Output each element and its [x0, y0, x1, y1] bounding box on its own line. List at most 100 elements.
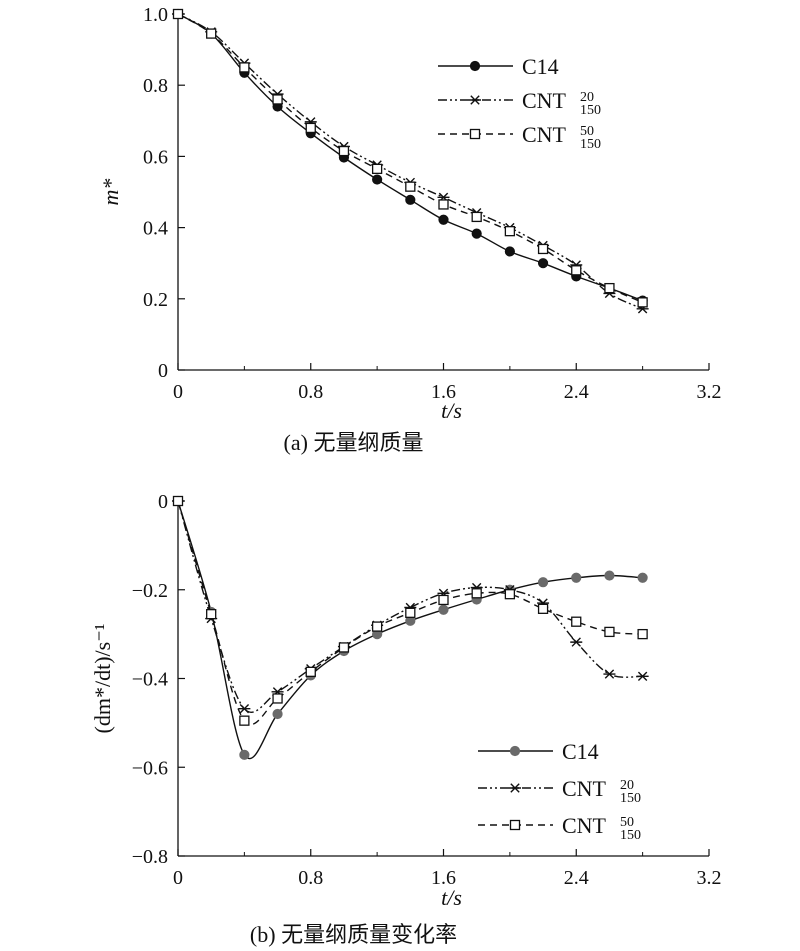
panel-1-x-tick-label: 3.2	[697, 867, 722, 889]
panel-0-y-tick-label: 0.4	[143, 218, 168, 240]
panel-0-legend-1-sub: 150	[580, 103, 601, 118]
series-legend2-point-0-marker	[509, 819, 521, 831]
panel-1-y-tick-label: −0.6	[132, 757, 168, 779]
series-2-point-12-marker	[571, 265, 582, 276]
series-2-point-3-marker	[272, 693, 283, 704]
panel-1-legend-1-label: CNT	[562, 776, 607, 801]
panel-0-x-tick-label: 1.6	[431, 381, 456, 403]
panel-0-y-tick-label: 0.2	[143, 289, 168, 311]
series-2-point-6-marker	[371, 163, 383, 175]
series-legend1-point-0-marker	[509, 783, 521, 793]
series-2-point-1-marker	[206, 609, 217, 620]
panel-1-y-axis-label: (dm*/dt)/s⁻¹	[90, 624, 115, 734]
series-1-point-12-marker	[570, 637, 583, 647]
series-2-point-14-marker	[637, 628, 648, 640]
series-0-point-2-marker	[239, 749, 250, 760]
panel-1-legend-2-name: CNT	[562, 813, 607, 838]
panel-0-legend-1-label: CNT	[522, 88, 567, 113]
series-2-point-13-marker	[604, 282, 615, 294]
panel-1-legend-1-name: CNT	[562, 776, 607, 801]
panel-1-legend-2-sup: 50	[620, 815, 634, 830]
series-2-point-4-marker	[305, 122, 316, 134]
series-2-point-4-marker	[305, 666, 316, 677]
series-legend0-point-0-marker	[469, 60, 481, 72]
panel-0-y-tick-label: 1.0	[143, 4, 168, 26]
series-0-point-11-marker	[537, 577, 549, 588]
series-2-point-0-marker	[172, 8, 184, 20]
panel-0-legend-0-label: C14	[522, 54, 559, 79]
panel-1-y-tick-label: −0.8	[132, 846, 168, 868]
series-2-point-0-marker	[172, 495, 184, 507]
series-0-point-9-marker	[471, 228, 482, 239]
panel-0-y-tick-label: 0.8	[143, 75, 168, 97]
panel-1-x-axis-label: t/s	[441, 885, 462, 910]
panel-0-x-axis-label: t/s	[441, 398, 462, 423]
series-2-point-7-marker	[405, 607, 416, 618]
series-2-point-5-marker	[338, 145, 350, 157]
series-legend2-point-0-marker	[469, 128, 481, 140]
series-0-point-7-marker	[405, 194, 416, 205]
panel-0-legend-2-label: CNT	[522, 122, 567, 147]
series-2-point-6-marker	[371, 621, 383, 632]
series-0-point-11-marker	[537, 258, 549, 269]
series-2-point-11-marker	[537, 243, 549, 255]
series-1-point-13-marker	[603, 669, 616, 679]
series-2-point-10-marker	[504, 226, 516, 237]
series-2-point-8-marker	[438, 199, 449, 210]
panel-0-legend-1-sup: 20	[580, 90, 594, 105]
panel-0-x-tick-label: 3.2	[697, 381, 722, 403]
series-2-point-14-marker	[637, 297, 648, 308]
panel-0-x-tick-label: 0	[173, 381, 183, 403]
panel-0-legend-2-sub: 150	[580, 137, 601, 152]
series-0-point-13-marker	[604, 570, 615, 581]
panel-1-series-1-line	[177, 500, 643, 713]
series-1-point-2-marker	[238, 703, 251, 714]
panel-1-x-tick-label: 0	[173, 867, 183, 889]
panel-1-caption: (b) 无量纲质量变化率	[250, 922, 457, 947]
panel-a-chart: 0 0.8 1.6 2.4 3.2 0 0.2 0.4 0.6 0.8 1.0 t/s m* (a) 无量…	[98, 4, 722, 455]
series-2-point-9-marker	[471, 588, 482, 599]
series-2-point-3-marker	[272, 94, 283, 105]
panel-b-chart: 0 0.8 1.6 2.4 3.2 0 −0.2 −0.4 −0.6 −0.8 t/s (dm*/dt…	[90, 491, 722, 947]
panel-1-x-tick-label: 2.4	[564, 867, 589, 889]
panel-0-x-tick-label: 0.8	[298, 381, 323, 403]
panel-0-y-tick-label: 0	[158, 360, 168, 382]
panel-0-legend-0-name: C14	[522, 54, 559, 79]
series-0-point-6-marker	[372, 174, 383, 185]
panel-0-series-0-line	[177, 13, 643, 302]
series-0-point-8-marker	[438, 604, 449, 615]
panel-1-y-tick-label: −0.2	[132, 580, 168, 602]
series-2-point-5-marker	[338, 642, 350, 653]
panel-0-caption: (a) 无量纲质量	[284, 430, 424, 455]
series-2-point-13-marker	[604, 626, 615, 638]
series-2-point-12-marker	[571, 616, 582, 627]
panel-0-legend-1-name: CNT	[522, 88, 567, 113]
panel-1-legend-1-sub: 150	[620, 791, 641, 806]
series-2-point-2-marker	[239, 715, 250, 726]
panel-0-x-tick-label: 2.4	[564, 381, 589, 403]
panel-1-y-tick-label: −0.4	[132, 669, 168, 691]
panel-0-series-2-line	[177, 13, 643, 304]
panel-1-x-tick-label: 0.8	[298, 867, 323, 889]
series-2-point-1-marker	[206, 28, 217, 39]
panel-0-y-tick-label: 0.6	[143, 146, 168, 168]
panel-1-legend-0-label: C14	[562, 739, 599, 764]
series-0-point-12-marker	[571, 572, 582, 583]
series-0-point-14-marker	[637, 572, 648, 583]
panel-1-y-tick-label: 0	[158, 491, 168, 513]
series-2-point-9-marker	[471, 211, 482, 223]
panel-0-y-axis-label: m*	[98, 179, 123, 206]
series-2-point-11-marker	[537, 603, 549, 614]
panel-1-x-tick-label: 1.6	[431, 867, 456, 889]
panel-0-legend-2-sup: 50	[580, 124, 594, 139]
series-2-point-7-marker	[405, 181, 416, 192]
panel-1-legend-1-sup: 20	[620, 778, 634, 793]
series-0-point-10-marker	[504, 246, 515, 257]
series-2-point-10-marker	[504, 589, 516, 600]
series-0-point-3-marker	[272, 708, 283, 720]
series-0-point-8-marker	[438, 214, 449, 225]
series-2-point-2-marker	[239, 62, 250, 73]
panel-1-series-2-line	[177, 500, 643, 725]
panel-1-legend-2-sub: 150	[620, 828, 641, 843]
